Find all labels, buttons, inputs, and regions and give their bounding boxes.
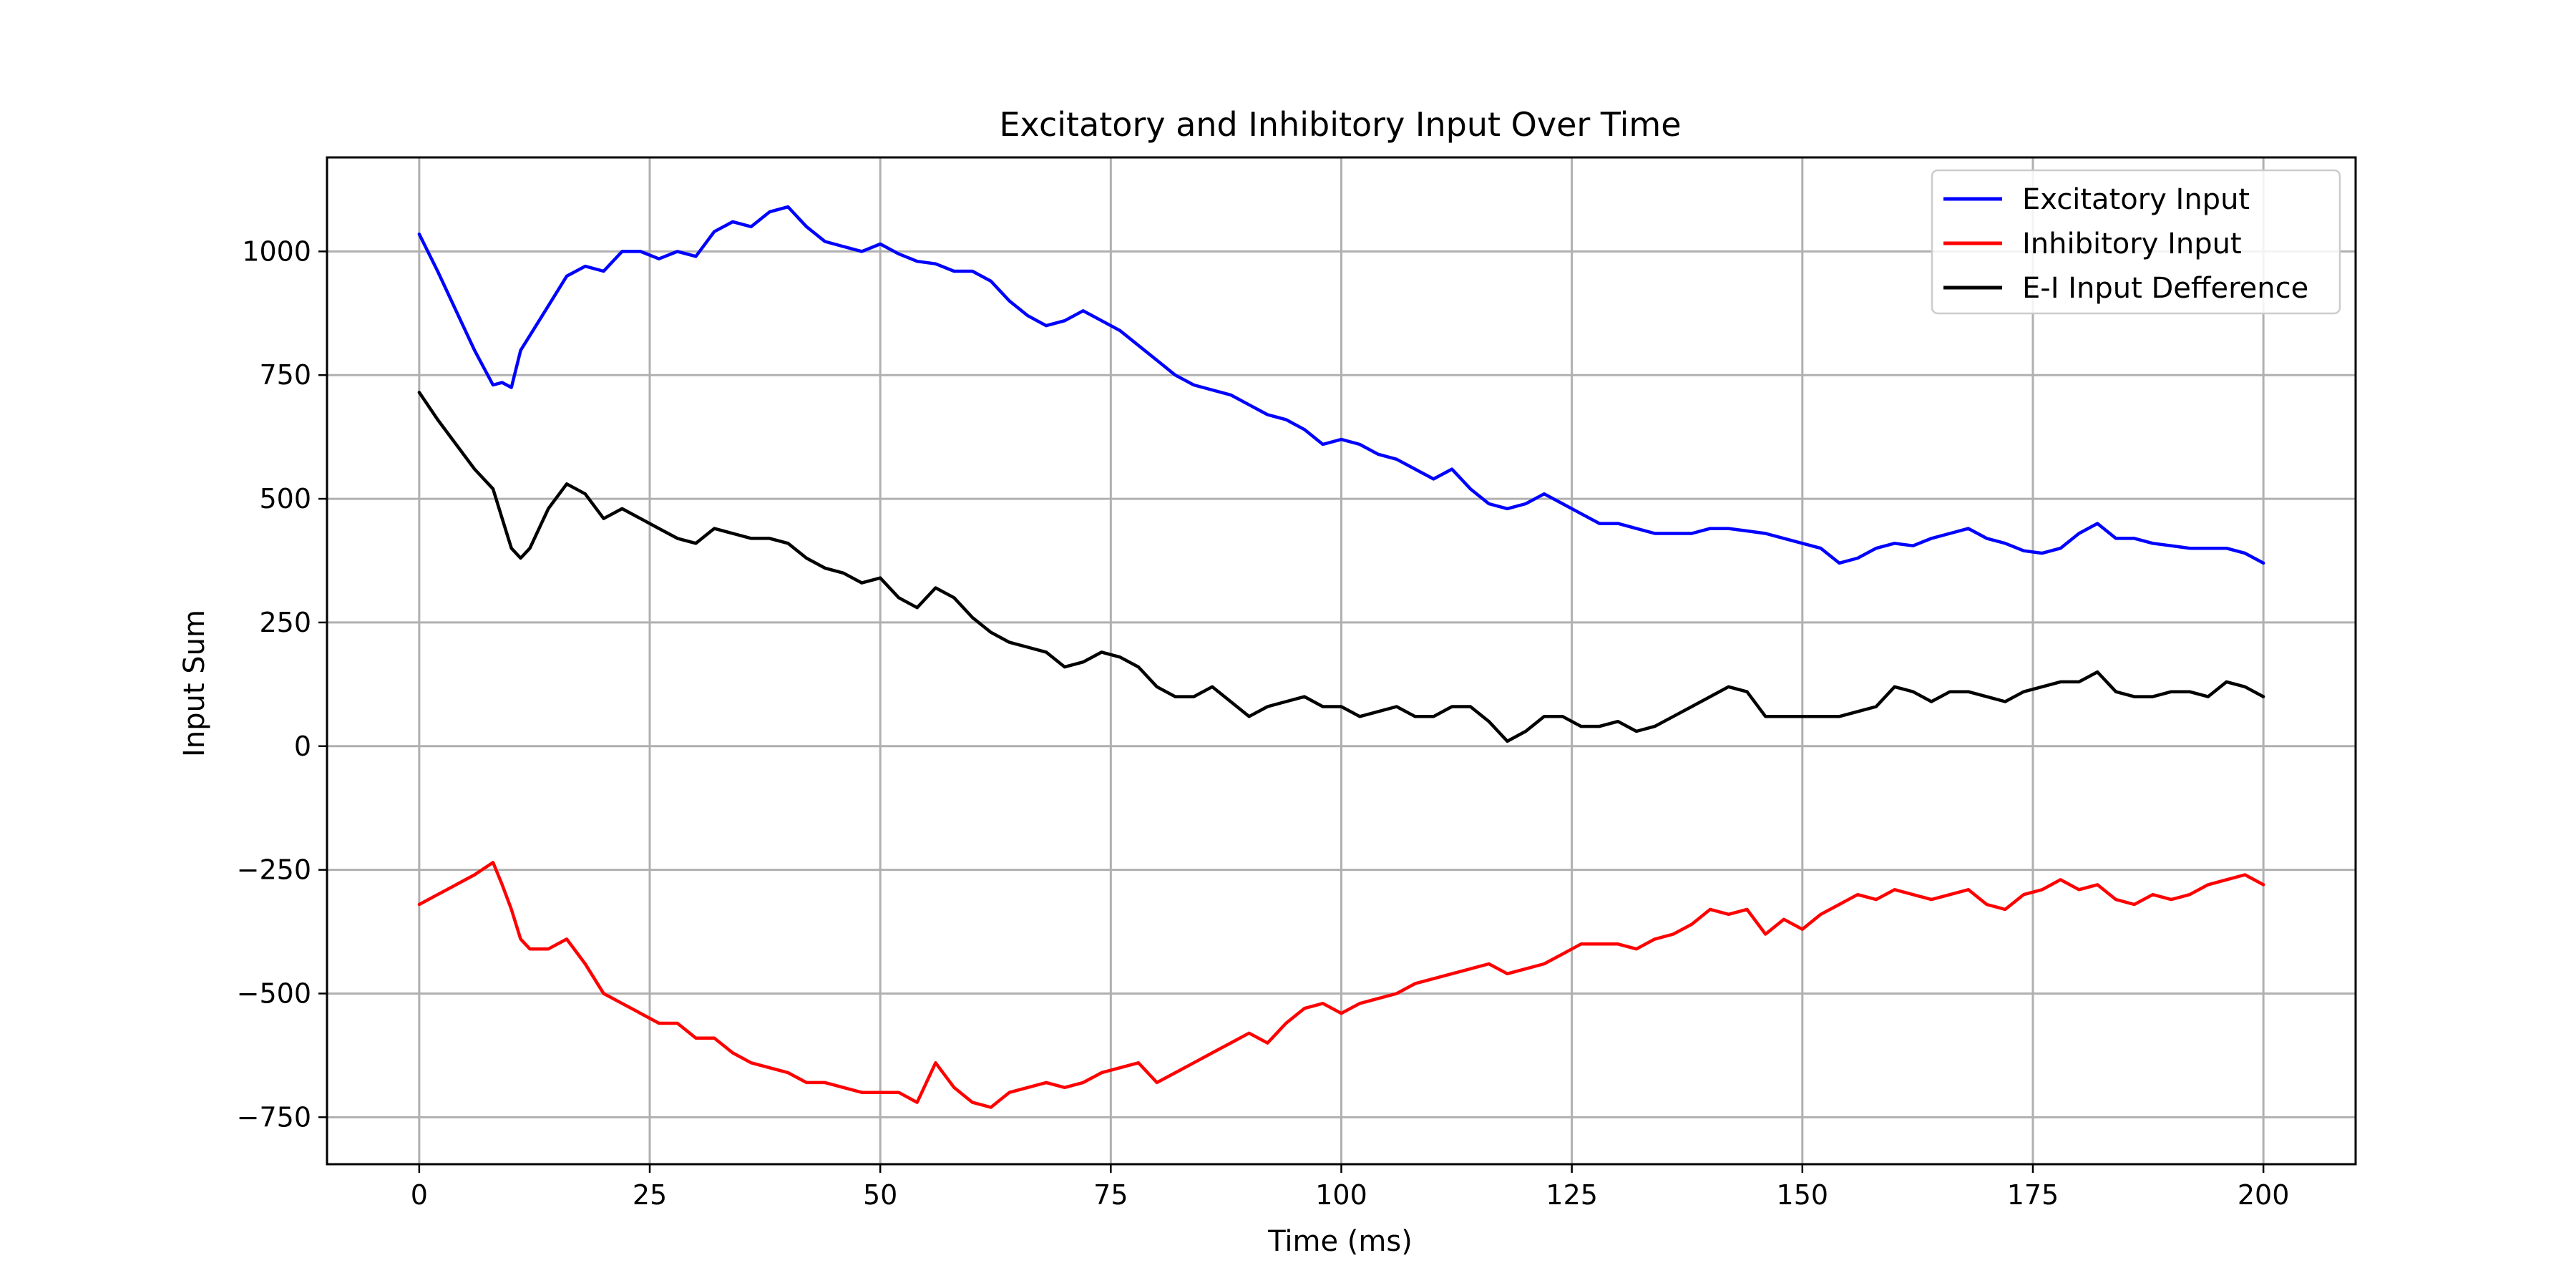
series-layer	[417, 205, 2265, 1109]
y-tick-label: −500	[237, 977, 311, 1009]
x-tick-label: 175	[2007, 1179, 2059, 1211]
legend-box	[1931, 169, 2341, 315]
y-tick-label: −250	[237, 854, 311, 886]
legend: Excitatory Input Inhibitory Input E-I Inpu…	[1931, 169, 2341, 315]
x-tick-label: 100	[1315, 1179, 1367, 1211]
x-axis: 0 25 50 75 100 125 150 175 200	[411, 1164, 2290, 1211]
legend-label: Excitatory Input	[2022, 183, 2250, 216]
x-tick-label: 75	[1093, 1179, 1128, 1211]
y-tick-label: 750	[259, 359, 311, 391]
x-tick-label: 200	[2238, 1179, 2290, 1211]
x-axis-label: Time (ms)	[1267, 1225, 1413, 1258]
y-tick-label: −750	[237, 1101, 311, 1133]
x-tick-label: 50	[863, 1179, 897, 1211]
y-axis: −750 −500 −250 0 250 500 750 1000	[237, 235, 327, 1133]
y-tick-label: 500	[259, 483, 311, 514]
x-tick-label: 125	[1546, 1179, 1598, 1211]
y-tick-label: 250	[259, 607, 311, 638]
series-line-1	[417, 860, 2265, 1109]
series-line-2	[417, 391, 2265, 743]
x-tick-label: 150	[1777, 1179, 1829, 1211]
y-axis-label: Input Sum	[178, 610, 211, 757]
x-tick-label: 0	[411, 1179, 428, 1211]
legend-label: Inhibitory Input	[2022, 228, 2242, 260]
grid	[327, 157, 2356, 1164]
y-tick-label: 1000	[242, 235, 311, 267]
x-tick-label: 25	[633, 1179, 667, 1211]
legend-label: E-I Input Defference	[2022, 272, 2308, 305]
chart-title: Excitatory and Inhibitory Input Over Tim…	[999, 105, 1681, 144]
y-tick-label: 0	[294, 731, 311, 762]
series-line-0	[417, 205, 2265, 565]
